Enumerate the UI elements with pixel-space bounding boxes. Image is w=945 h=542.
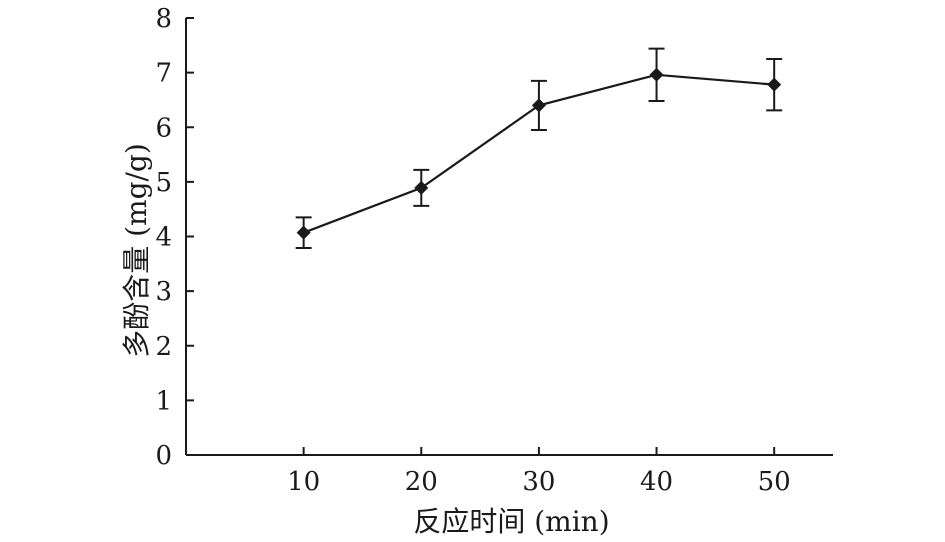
x-tick-label: 40 (640, 467, 673, 497)
data-point-marker (767, 77, 782, 92)
series-layer (295, 47, 783, 249)
y-tick-label: 8 (155, 4, 172, 34)
data-point-marker (531, 98, 546, 113)
x-axis-title: 反应时间 (min) (413, 505, 609, 538)
y-tick-label: 3 (155, 277, 172, 307)
y-tick-label: 0 (155, 441, 172, 471)
y-tick-label: 6 (155, 113, 172, 143)
axes (185, 18, 833, 456)
y-tick-label: 1 (155, 386, 172, 416)
x-tick-label: 30 (522, 467, 555, 497)
data-point-marker (296, 225, 311, 240)
y-tick-label: 2 (155, 332, 172, 362)
x-tick-label: 20 (405, 467, 438, 497)
x-ticks: 10 20 30 40 50 (287, 447, 791, 497)
data-point-marker (649, 67, 664, 82)
data-point-marker (414, 180, 429, 195)
y-tick-label: 7 (155, 59, 172, 89)
x-tick-label: 50 (758, 467, 791, 497)
y-axis-title: 多酚含量 (mg/g) (120, 143, 153, 358)
y-tick-label: 5 (155, 168, 172, 198)
y-ticks: 0 1 2 3 4 5 6 7 8 (155, 4, 194, 471)
x-tick-label: 10 (287, 467, 320, 497)
y-tick-label: 4 (155, 223, 172, 253)
